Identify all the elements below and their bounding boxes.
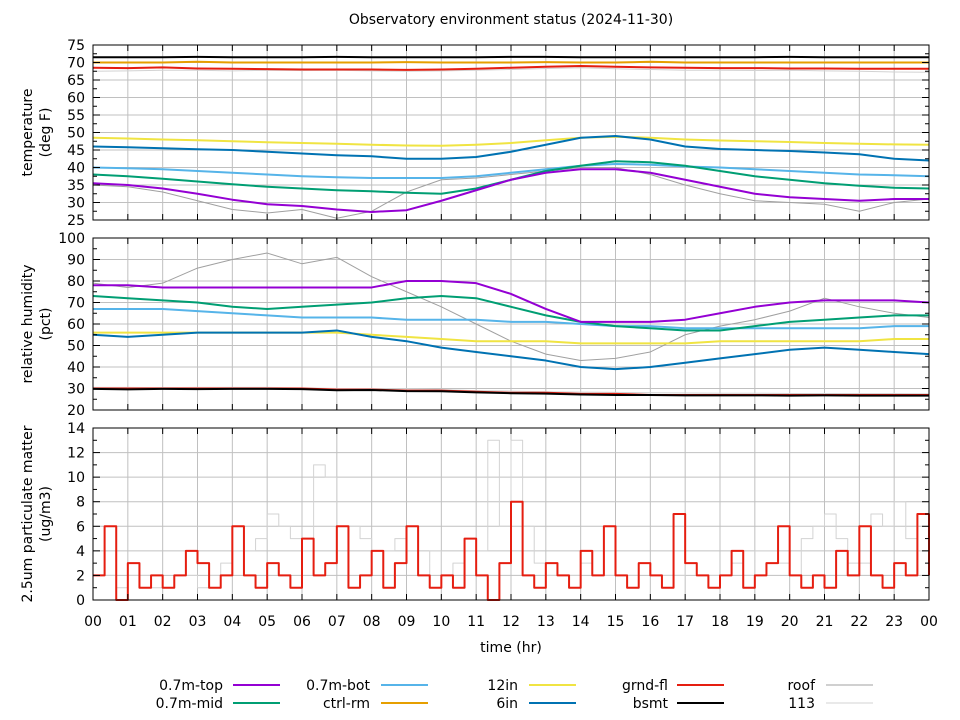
series-line-12in xyxy=(92,135,930,147)
x-tick-label: 08 xyxy=(363,614,381,630)
series-line-113 xyxy=(93,386,930,395)
legend-label: grnd-fl xyxy=(622,678,668,694)
series-line-07m-bot xyxy=(92,163,930,179)
y-tick-label: 100 xyxy=(58,231,85,247)
legend-label: ctrl-rm xyxy=(323,696,370,712)
axes: 00 01 02 03 04 05 06 07 08 09 10 11 12 13 14 15 16 17 18 19… xyxy=(20,38,938,630)
x-tick-label: 21 xyxy=(816,614,834,630)
series-line-grnd-fl xyxy=(93,500,930,601)
series-line-grnd-fl xyxy=(92,65,929,71)
x-tick-label: 03 xyxy=(189,614,207,630)
legend-label: 0.7m-bot xyxy=(306,678,370,694)
x-tick-label: 00 xyxy=(920,614,938,630)
y-tick-label: 55 xyxy=(67,108,85,124)
y-tick-label: 70 xyxy=(67,296,85,312)
x-tick-label: 15 xyxy=(607,614,625,630)
series-line-bsmt xyxy=(92,387,929,397)
y-axis-label: 2.5um particulate matter xyxy=(20,425,36,602)
y-tick-label: 90 xyxy=(67,253,85,269)
y-tick-label: 60 xyxy=(67,91,85,107)
x-tick-label: 14 xyxy=(572,614,590,630)
panel-frame xyxy=(92,44,930,221)
series-line-6in xyxy=(92,135,930,162)
legend-label: 6in xyxy=(496,696,518,712)
x-tick-label: 00 xyxy=(84,614,102,630)
legend-label: 0.7m-top xyxy=(159,678,223,694)
y-tick-label: 8 xyxy=(76,495,85,511)
panel-frame xyxy=(92,427,930,601)
y-tick-label: 40 xyxy=(67,360,85,376)
y-tick-label: 50 xyxy=(67,339,85,355)
series-line-roof xyxy=(92,167,930,219)
x-tick-label: 07 xyxy=(328,614,346,630)
x-tick-label: 06 xyxy=(293,614,311,630)
y-tick-label: 30 xyxy=(67,196,85,212)
y-tick-label: 35 xyxy=(67,178,85,194)
x-tick-label: 22 xyxy=(850,614,868,630)
series-line-07m-mid xyxy=(92,295,929,332)
y-tick-label: 14 xyxy=(67,421,85,437)
legend-label: bsmt xyxy=(633,696,669,712)
x-tick-label: 12 xyxy=(502,614,520,630)
y-tick-label: 45 xyxy=(67,143,85,159)
series-line-07m-bot xyxy=(93,307,929,330)
legend-label: 12in xyxy=(487,678,518,694)
legend-label: 113 xyxy=(788,696,815,712)
x-tick-label: 09 xyxy=(398,614,416,630)
x-tick-label: 02 xyxy=(154,614,172,630)
y-tick-label: 65 xyxy=(67,73,85,89)
legend-label: 0.7m-mid xyxy=(156,696,223,712)
x-tick-label: 20 xyxy=(781,614,799,630)
y-tick-label: 0 xyxy=(76,593,85,609)
y-tick-label: 70 xyxy=(67,56,85,72)
y-tick-label: 2 xyxy=(76,568,85,584)
x-tick-label: 10 xyxy=(432,614,450,630)
y-tick-label: 25 xyxy=(67,213,85,229)
y-tick-label: 50 xyxy=(67,126,85,142)
x-tick-label: 19 xyxy=(746,614,764,630)
series-line-113 xyxy=(93,439,929,589)
x-axis-label: time (hr) xyxy=(480,640,542,656)
x-tick-label: 04 xyxy=(223,614,241,630)
series-layer xyxy=(92,55,930,601)
chart-title: Observatory environment status (2024-11-… xyxy=(349,12,673,28)
y-axis-label: (deg F) xyxy=(38,108,54,158)
x-tick-label: 11 xyxy=(467,614,485,630)
series-line-113 xyxy=(92,67,930,73)
y-axis-label: (ug/m3) xyxy=(38,486,54,542)
y-tick-label: 6 xyxy=(76,519,85,535)
x-tick-label: 23 xyxy=(885,614,903,630)
x-tick-label: 18 xyxy=(711,614,729,630)
x-tick-label: 13 xyxy=(537,614,555,630)
series-line-07m-top xyxy=(93,280,930,323)
x-tick-label: 01 xyxy=(119,614,137,630)
y-axis-label: temperature xyxy=(20,89,36,177)
y-tick-label: 80 xyxy=(67,274,85,290)
y-tick-label: 10 xyxy=(67,470,85,486)
panel-frame xyxy=(92,237,930,411)
y-tick-label: 20 xyxy=(67,403,85,419)
legend-label: roof xyxy=(787,678,816,694)
x-tick-label: 17 xyxy=(676,614,694,630)
y-tick-label: 40 xyxy=(67,161,85,177)
series-line-07m-top xyxy=(92,168,929,213)
y-axis-label: relative humidity xyxy=(20,264,36,383)
x-tick-label: 05 xyxy=(258,614,276,630)
y-tick-label: 12 xyxy=(67,446,85,462)
y-tick-label: 4 xyxy=(76,544,85,560)
series-line-6in xyxy=(92,329,930,371)
legend: 0.7m-top 0.7m-mid 0.7m-bot ctrl-rm 12in 6in gr… xyxy=(156,678,873,712)
y-tick-label: 30 xyxy=(67,382,85,398)
y-tick-label: 60 xyxy=(67,317,85,333)
x-tick-label: 16 xyxy=(641,614,659,630)
series-line-ctrl-rm xyxy=(93,60,929,64)
y-axis-label: (pct) xyxy=(38,308,54,341)
y-tick-label: 75 xyxy=(67,38,85,54)
